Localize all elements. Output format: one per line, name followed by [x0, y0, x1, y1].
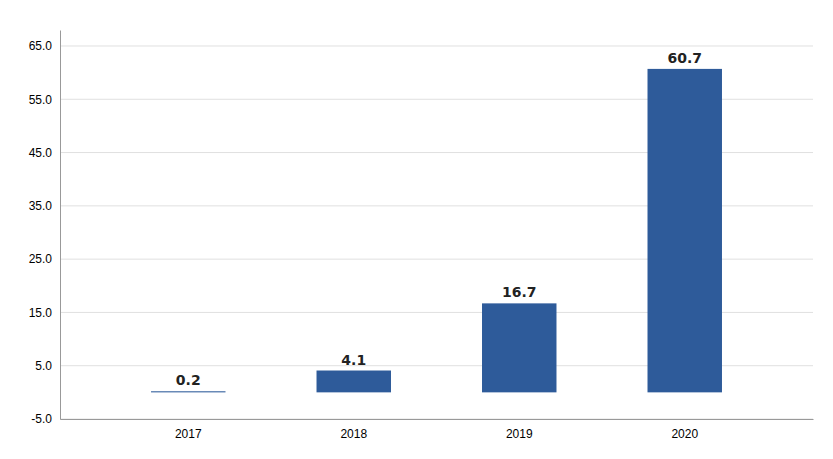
y-tick: 35.0	[29, 199, 60, 213]
x-tick-label: 2019	[506, 427, 533, 441]
y-tick: 65.0	[29, 39, 60, 53]
bar	[317, 371, 391, 393]
y-tick-label: 65.0	[29, 39, 53, 53]
y-tick-label: 45.0	[29, 146, 53, 160]
bar	[482, 303, 556, 392]
chart: -5.05.015.025.035.045.055.065.0201720182…	[0, 0, 833, 459]
y-tick: -5.0	[31, 412, 60, 426]
bar	[648, 69, 722, 392]
y-tick: 45.0	[29, 146, 60, 160]
x-tick: 2019	[506, 419, 533, 441]
x-tick-label: 2017	[175, 427, 202, 441]
y-tick: 15.0	[29, 306, 60, 320]
y-tick-label: 15.0	[29, 306, 53, 320]
y-tick-label: 35.0	[29, 199, 53, 213]
x-tick: 2020	[671, 419, 698, 441]
y-tick-label: 55.0	[29, 93, 53, 107]
plot: -5.05.015.025.035.045.055.065.0201720182…	[29, 31, 814, 441]
bars	[151, 69, 722, 392]
y-axis: -5.0 5.0 15.0 25.0 35.0 45.0 55.0 65.0	[29, 31, 61, 427]
y-tick-label: 25.0	[29, 252, 53, 266]
y-axis-line	[60, 31, 61, 420]
data-label: 4.1	[341, 352, 366, 368]
grid-line	[60, 419, 813, 420]
data-label: 16.7	[502, 284, 537, 300]
x-tick: 2017	[175, 419, 202, 441]
x-tick: 2018	[340, 419, 367, 441]
y-tick-label: 5.0	[35, 359, 52, 373]
grid-line	[60, 45, 813, 46]
data-labels: 0.2 4.1 16.7 60.7	[176, 50, 702, 388]
data-label: 0.2	[176, 372, 201, 388]
y-tick: 25.0	[29, 252, 60, 266]
x-tick-label: 2020	[671, 427, 698, 441]
y-tick: 55.0	[29, 93, 60, 107]
y-tick-label: -5.0	[31, 412, 52, 426]
data-label: 60.7	[667, 50, 702, 66]
x-tick-label: 2018	[340, 427, 367, 441]
grid	[60, 46, 813, 419]
x-axis: 2017 2018 2019 2020	[61, 419, 814, 441]
x-axis-line	[61, 419, 814, 420]
y-tick: 5.0	[35, 359, 60, 373]
bar	[151, 391, 225, 392]
